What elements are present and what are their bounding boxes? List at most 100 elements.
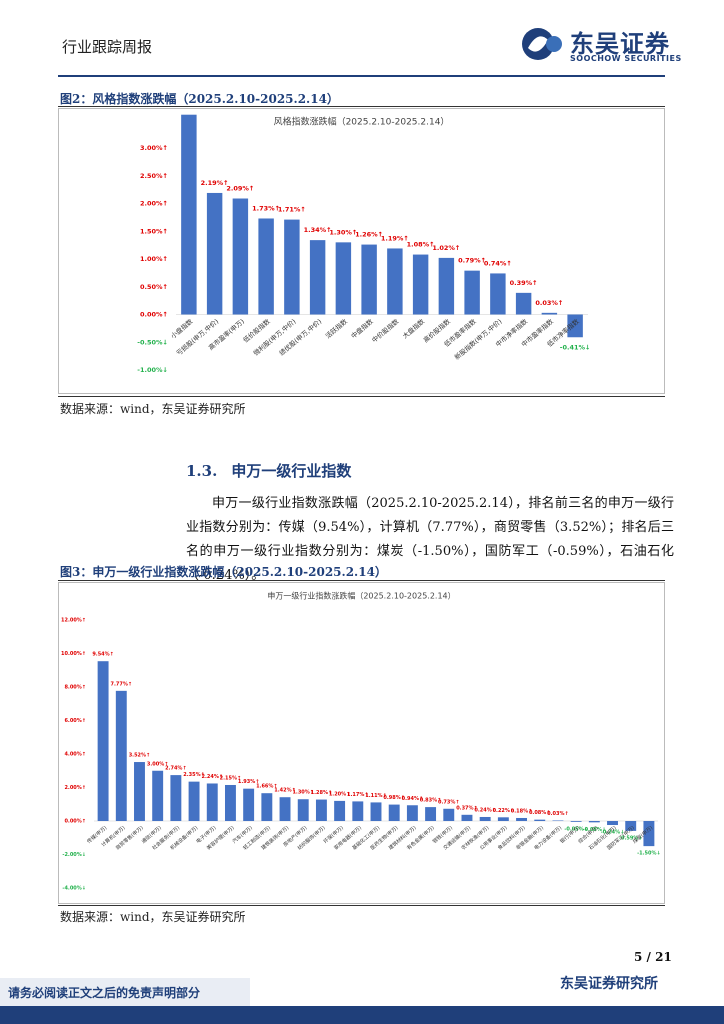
bar: [552, 820, 564, 821]
bar: [152, 770, 164, 821]
data-label: 0.79%↑: [458, 257, 486, 265]
data-label: 0.73%↑: [438, 799, 460, 805]
y-tick-label: 8.00%↑: [64, 685, 86, 691]
data-label: -0.41%↓: [560, 343, 591, 351]
data-label: 1.71%↑: [278, 206, 306, 214]
bar: [97, 661, 109, 821]
bar: [479, 816, 491, 821]
section-heading: 1.3. 申万一级行业指数: [186, 460, 351, 481]
x-tick-label: 亏损股(申万,中价): [174, 317, 220, 358]
bar: [516, 817, 528, 821]
data-label: 1.28%↑: [311, 790, 333, 796]
chart: 申万一级行业指数涨跌幅（2025.2.10-2025.2.14） -4.00%↓ -…: [58, 582, 665, 904]
y-tick-label: 0.00%↑: [64, 819, 86, 825]
footer-band: [0, 978, 250, 1006]
x-tick-label: 中价股指数: [370, 316, 401, 344]
data-label: 2.35%↑: [183, 772, 205, 778]
data-label: 1.26%↑: [355, 231, 383, 239]
y-tick-label: 1.50%↑: [140, 227, 168, 235]
data-label: 3.00%↑: [147, 761, 169, 767]
y-tick-label: 12.00%↑: [61, 618, 86, 624]
bar: [388, 804, 400, 821]
logo-subtext: SOOCHOW SECURITIES: [570, 54, 682, 63]
data-label: -0.05%↓: [564, 826, 588, 832]
bar: [206, 783, 218, 821]
bar: [258, 218, 274, 315]
data-label: 2.15%↑: [220, 775, 242, 781]
y-tick-label: 3.00%↑: [140, 144, 168, 152]
data-label: 0.37%↑: [456, 805, 478, 811]
chart-frame: [58, 582, 665, 904]
logo-text: 东吴证券: [570, 30, 670, 58]
bar: [387, 248, 403, 315]
bar: [206, 192, 223, 315]
figure-caption: 图3：申万一级行业指数涨跌幅（2025.2.10-2025.2.14）: [60, 565, 387, 579]
bar: [370, 802, 382, 821]
bar: [570, 821, 582, 822]
data-label: 0.24%↑: [474, 807, 496, 813]
bar: [588, 821, 600, 823]
y-tick-label: 2.00%↑: [140, 200, 168, 208]
y-tick-label: 10.00%↑: [61, 651, 86, 657]
bar: [334, 800, 346, 821]
data-label: 1.42%↑: [274, 788, 296, 794]
data-label: 1.08%↑: [407, 241, 435, 249]
bar: [232, 198, 249, 315]
data-label: 0.22%↑: [493, 808, 515, 814]
bar: [181, 114, 197, 315]
bar: [461, 814, 473, 821]
chart-frame: [58, 108, 665, 394]
data-label: -1.50%↓: [637, 851, 661, 857]
data-label: 2.74%↑: [165, 766, 187, 772]
y-tick-label: -2.00%↓: [62, 852, 86, 858]
chart-title: 风格指数涨跌幅（2025.2.10-2025.2.14）: [274, 116, 450, 128]
data-label: 9.54%↑: [92, 652, 114, 658]
data-label: 1.02%↑: [432, 244, 460, 252]
paragraph: 申万一级行业指数涨跌幅（2025.2.10-2025.2.14），排名前三名的申…: [186, 496, 674, 583]
chart: 风格指数涨跌幅（2025.2.10-2025.2.14） -1.00%↓ -0.50…: [58, 108, 665, 394]
y-tick-label: -0.50%↓: [137, 338, 168, 346]
bar: [361, 244, 377, 315]
figure-caption: 图2：风格指数涨跌幅（2025.2.10-2025.2.14）: [60, 92, 339, 106]
y-tick-label: -1.00%↓: [137, 366, 168, 374]
data-label: 1.11%↑: [365, 793, 387, 799]
y-tick-label: 4.00%↑: [64, 752, 86, 758]
section-number: 1.3.: [186, 462, 218, 480]
data-label: 0.08%↑: [529, 810, 551, 816]
bar: [309, 240, 326, 315]
data-label: 1.66%↑: [256, 784, 278, 790]
disclaimer: 请务必阅读正文之后的免责声明部分: [8, 986, 201, 1000]
y-tick-label: 1.00%↑: [140, 255, 168, 263]
header-rule: [58, 75, 665, 77]
figure-rule: [58, 905, 665, 906]
data-label: 1.17%↑: [347, 792, 369, 798]
logo-mark: [522, 28, 562, 60]
bar: [625, 821, 637, 831]
data-label: 3.52%↑: [129, 753, 151, 759]
bar: [188, 781, 200, 821]
bar: [515, 292, 532, 315]
y-tick-label: 2.00%↑: [64, 785, 86, 791]
data-label: 0.98%↑: [383, 795, 405, 801]
figure-source: 数据来源：wind，东吴证券研究所: [60, 402, 246, 416]
data-label: 2.19%↑: [201, 179, 229, 187]
y-tick-label: 6.00%↑: [64, 718, 86, 724]
data-label: 0.03%↑: [535, 299, 563, 307]
footer-bar: [0, 1006, 724, 1024]
bar: [297, 799, 309, 821]
data-label: 0.03%↑: [547, 811, 569, 817]
data-label: 0.18%↑: [511, 808, 533, 814]
y-tick-label: -4.00%↓: [62, 886, 86, 892]
x-tick-label: 新股指数(申万,中价): [452, 317, 503, 362]
bar: [243, 788, 255, 821]
data-label: 1.34%↑: [304, 226, 332, 234]
bar: [134, 762, 145, 821]
bar: [261, 793, 273, 821]
y-tick-label: 0.50%↑: [140, 283, 168, 291]
bar: [284, 219, 300, 315]
bar: [438, 257, 455, 315]
bar: [541, 312, 558, 315]
bar: [643, 821, 655, 847]
data-label: 0.74%↑: [484, 259, 512, 267]
